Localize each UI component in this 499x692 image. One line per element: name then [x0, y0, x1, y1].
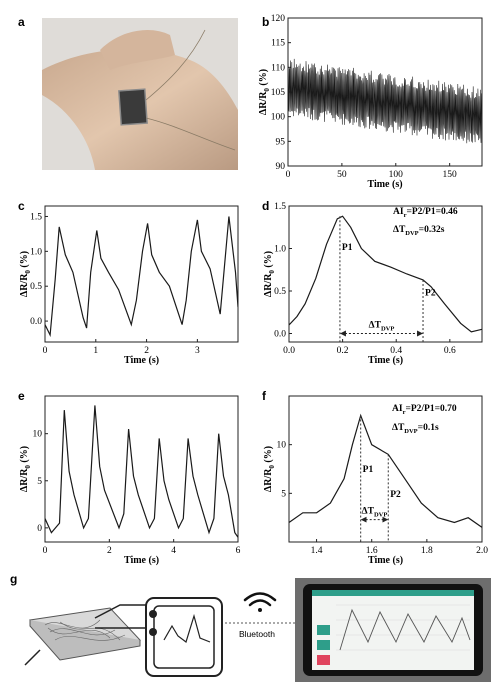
- y-tick-label: 105: [271, 88, 286, 98]
- x-tick-label: 2.0: [476, 546, 488, 556]
- delta-t-label: ΔTDVP: [369, 321, 395, 333]
- y-tick-label: 120: [271, 14, 286, 24]
- series-line: [45, 405, 238, 538]
- panel-label-g: g: [10, 572, 17, 586]
- y-tick-label: 0.5: [30, 282, 42, 292]
- x-axis-label: Time (s): [368, 355, 403, 366]
- y-axis-label: ΔR/R0 (%): [263, 251, 276, 297]
- x-tick-label: 50: [337, 170, 347, 180]
- d-delta-t: ΔTDVP=0.32s: [393, 225, 445, 237]
- y-tick-label: 0.0: [30, 317, 42, 327]
- x-tick-label: 100: [389, 170, 404, 180]
- panel-label-e: e: [18, 389, 25, 403]
- y-tick-label: 0.5: [274, 287, 286, 297]
- x-axis-label: Time (s): [124, 555, 159, 566]
- y-tick-label: 90: [276, 162, 286, 172]
- plot-frame: [44, 395, 239, 543]
- monitor-waveform: [163, 613, 211, 643]
- y-tick-label: 5: [281, 489, 286, 499]
- phone-waveform: [339, 608, 471, 651]
- phone-button-2: [317, 640, 330, 650]
- f-augmentation-index: AIr=P2/P1=0.70: [392, 404, 457, 416]
- p1-label: P1: [342, 243, 353, 253]
- x-tick-label: 0.2: [337, 346, 349, 356]
- p2-label: P2: [390, 490, 401, 500]
- chart-b: 0 50 100 150 90 95 100 105 110 115 120 Time (s) ΔR/R…: [258, 14, 483, 190]
- panel-label-d: d: [262, 199, 269, 213]
- phone-button-3: [317, 655, 330, 665]
- bluetooth-label: Bluetooth: [239, 629, 275, 639]
- panel-label-b: b: [262, 15, 269, 29]
- x-tick-label: 0.4: [390, 346, 402, 356]
- wifi-icon: [243, 592, 277, 612]
- x-axis-label: Time (s): [367, 179, 402, 190]
- x-tick-label: 4: [171, 546, 176, 556]
- y-tick-label: 10: [33, 430, 43, 440]
- panel-label-f: f: [262, 389, 267, 403]
- x-tick-label: 2: [144, 346, 149, 356]
- y-tick-label: 0.0: [274, 330, 286, 340]
- x-tick-label: 1.6: [366, 546, 378, 556]
- y-tick-label: 1.5: [30, 212, 42, 222]
- delta-t-label: ΔTDVP: [362, 507, 388, 519]
- y-tick-label: 115: [271, 39, 285, 49]
- chart-e: 0 2 4 6 0 5 10 Time (s) ΔR/R0 (%): [19, 395, 241, 566]
- chart-c: 0 1 2 3 0.0 0.5 1.0 1.5 Time (s) ΔR/R0 (%): [19, 205, 239, 366]
- x-axis-label: Time (s): [368, 555, 403, 566]
- y-tick-label: 1.0: [30, 247, 42, 257]
- y-tick-label: 5: [37, 477, 42, 487]
- x-tick-label: 1.4: [311, 546, 323, 556]
- chart-d: 0.0 0.2 0.4 0.6 0.0 0.5 1.0 1.5 Time (s) ΔR/R0 (%…: [263, 202, 483, 366]
- d-augmentation-index: AIr=P2/P1=0.46: [393, 207, 458, 219]
- y-tick-label: 0: [37, 524, 42, 534]
- panel-label-c: c: [18, 199, 25, 213]
- series-line: [288, 58, 482, 144]
- y-tick-label: 1.5: [274, 202, 286, 212]
- p1-label: P1: [363, 465, 374, 475]
- y-axis-label: ΔR/R0 (%): [263, 446, 276, 492]
- x-tick-label: 0: [286, 170, 291, 180]
- series-line: [289, 215, 482, 333]
- y-tick-label: 95: [276, 137, 286, 147]
- y-axis-label: ΔR/R0 (%): [258, 69, 271, 115]
- sensor-patch-icon: [118, 88, 148, 126]
- panel-label-a: a: [18, 15, 25, 29]
- x-tick-label: 3: [195, 346, 200, 356]
- x-tick-label: 0: [43, 546, 48, 556]
- x-tick-label: 1.8: [421, 546, 433, 556]
- f-delta-t: ΔTDVP=0.1s: [392, 423, 439, 435]
- y-tick-label: 10: [277, 441, 287, 451]
- x-tick-label: 0.0: [283, 346, 295, 356]
- y-axis-label: ΔR/R0 (%): [19, 251, 32, 297]
- x-tick-label: 1: [93, 346, 98, 356]
- x-tick-label: 2: [107, 546, 112, 556]
- p2-label: P2: [425, 288, 436, 298]
- x-tick-label: 0: [43, 346, 48, 356]
- x-tick-label: 150: [443, 170, 458, 180]
- y-tick-label: 100: [271, 113, 286, 123]
- phone-button-1: [317, 625, 330, 635]
- series-line: [289, 413, 482, 528]
- plot-frame: [288, 395, 483, 543]
- series-line: [45, 216, 238, 338]
- x-tick-label: 0.6: [444, 346, 456, 356]
- y-tick-label: 110: [271, 63, 285, 73]
- x-tick-label: 6: [236, 546, 241, 556]
- wrist-photo: [42, 18, 238, 170]
- y-axis-label: ΔR/R0 (%): [19, 446, 32, 492]
- x-axis-label: Time (s): [124, 355, 159, 366]
- device-schematic: Bluetooth: [24, 578, 491, 682]
- plot-frame: [44, 205, 239, 343]
- plot-frame: [288, 205, 483, 343]
- y-tick-label: 1.0: [274, 245, 286, 255]
